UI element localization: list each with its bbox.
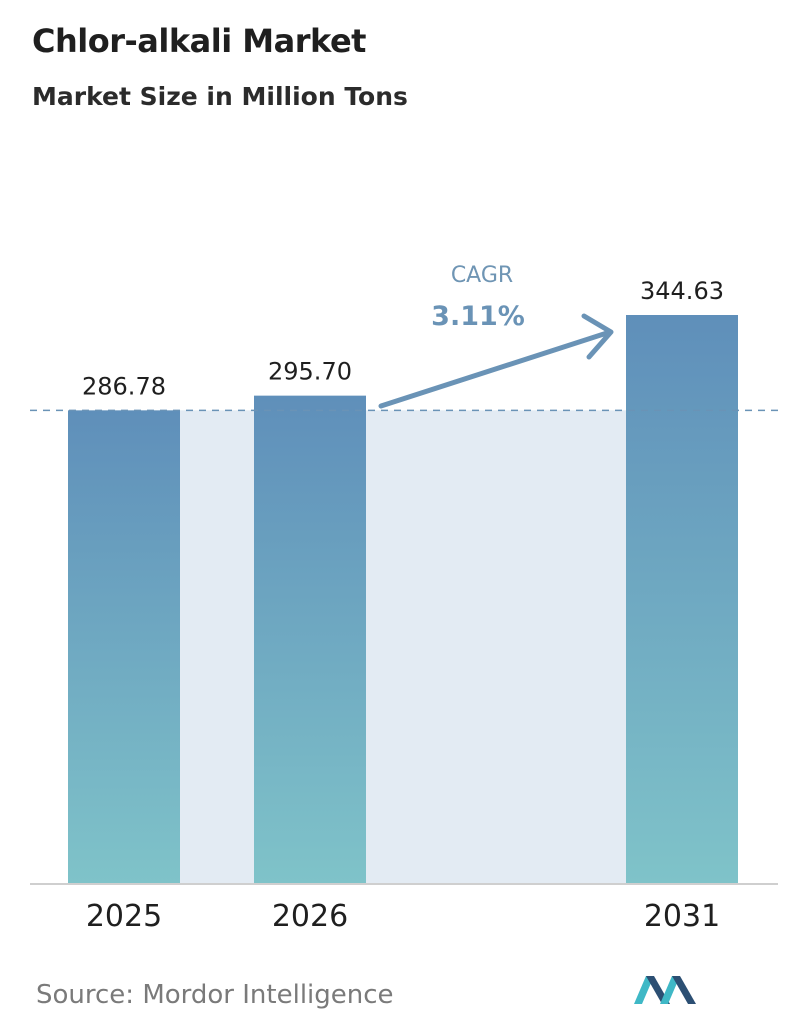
bar-2025 <box>68 410 180 883</box>
category-label-2026: 2026 <box>272 899 348 934</box>
source-note: Source: Mordor Intelligence <box>36 980 394 1010</box>
value-label-2025: 286.78 <box>82 372 166 400</box>
bar-2026 <box>254 395 366 883</box>
reference-band <box>366 410 626 883</box>
category-label-2031: 2031 <box>644 899 720 934</box>
reference-band <box>180 410 254 883</box>
chart-title: Chlor-alkali Market <box>32 22 366 60</box>
value-label-2026: 295.70 <box>268 358 352 386</box>
value-label-2031: 344.63 <box>640 277 724 305</box>
category-label-2025: 2025 <box>86 899 162 934</box>
mordor-intelligence-logo-icon <box>634 976 696 1004</box>
cagr-arrow <box>378 313 614 409</box>
bar-2031 <box>626 315 738 883</box>
cagr-value: 3.11% <box>431 301 525 332</box>
chart-subtitle: Market Size in Million Tons <box>32 82 408 111</box>
cagr-label: CAGR <box>451 263 513 288</box>
